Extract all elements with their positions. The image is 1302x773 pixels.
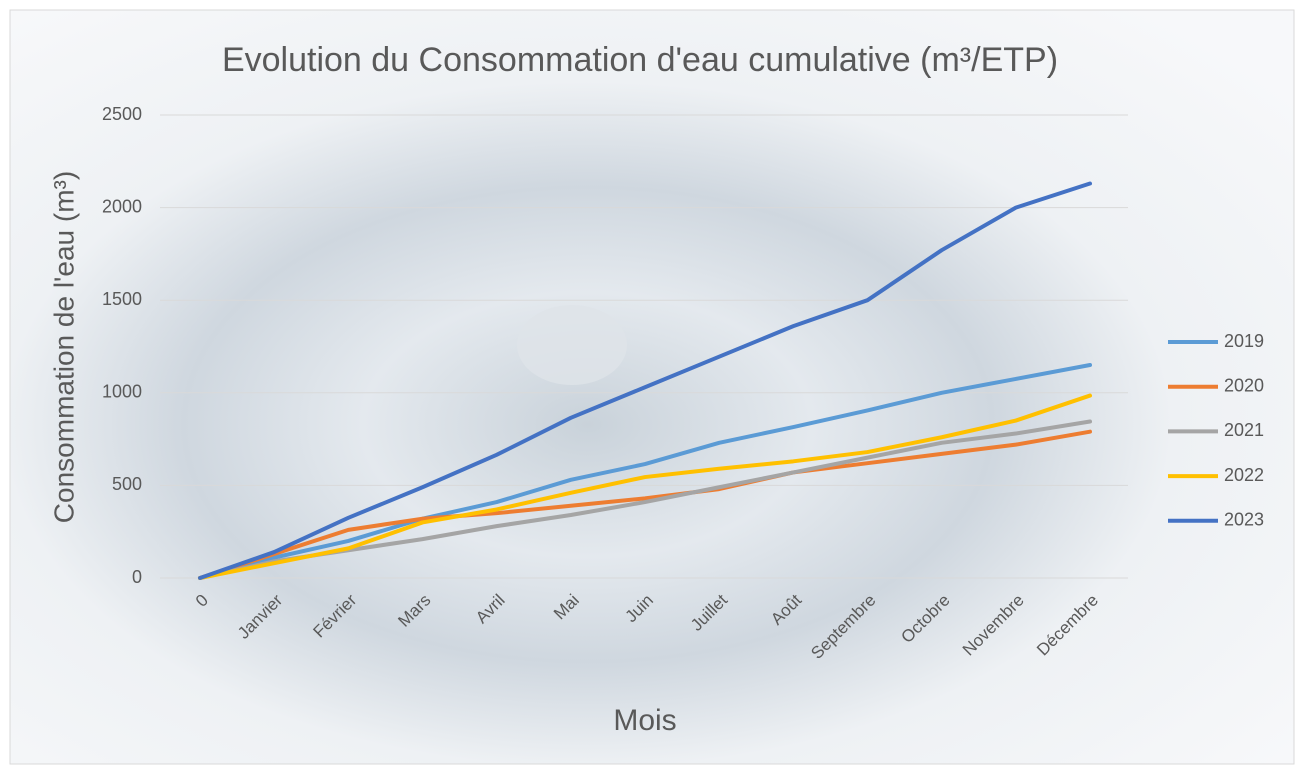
y-tick-label: 0 <box>132 567 142 587</box>
legend-label: 2023 <box>1224 510 1264 530</box>
legend-label: 2021 <box>1224 420 1264 440</box>
y-tick-label: 1500 <box>102 289 142 309</box>
y-tick-label: 2000 <box>102 196 142 216</box>
legend-label: 2019 <box>1224 331 1264 351</box>
y-axis-label: Consommation de l'eau (m³) <box>48 171 79 523</box>
series-line <box>198 181 1092 580</box>
y-tick-label: 500 <box>112 474 142 494</box>
series-line <box>198 429 1092 580</box>
chart-title: Evolution du Consommation d'eau cumulati… <box>222 41 1058 79</box>
legend-label: 2022 <box>1224 465 1264 485</box>
y-tick-label: 2500 <box>102 104 142 124</box>
series-line <box>198 363 1092 580</box>
series-line <box>198 393 1092 580</box>
y-tick-label: 1000 <box>102 382 142 402</box>
legend-label: 2020 <box>1224 375 1264 395</box>
x-axis-label: Mois <box>613 704 676 737</box>
chart-background <box>9 9 1295 765</box>
drop <box>517 305 627 385</box>
